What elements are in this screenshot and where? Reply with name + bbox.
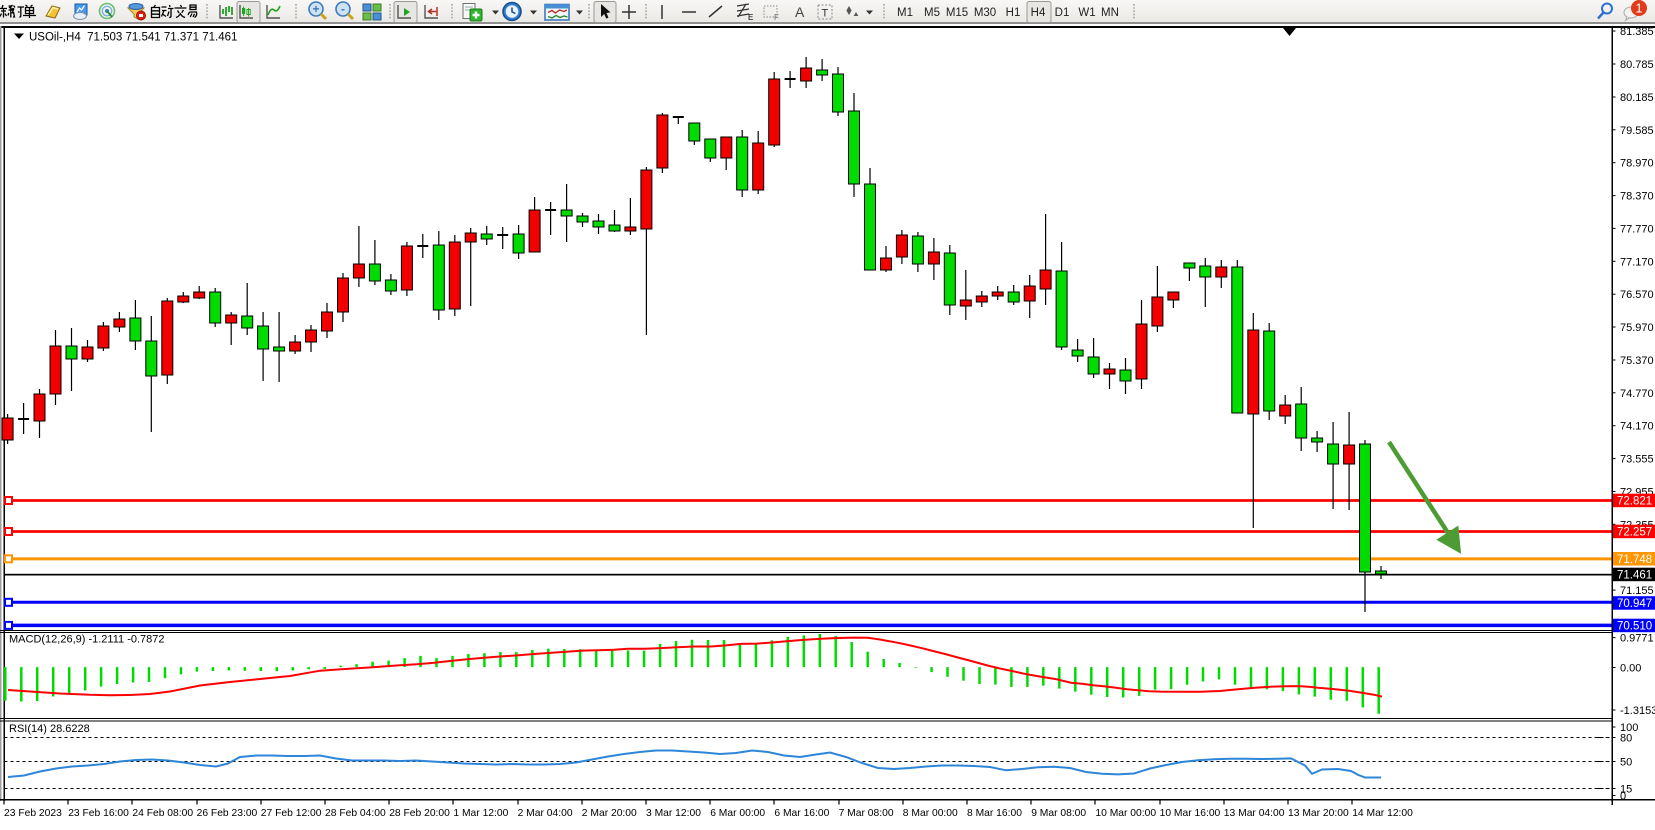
svg-text:H4: H4 <box>1031 7 1046 19</box>
svg-text:10 Mar 16:00: 10 Mar 16:00 <box>1160 808 1221 819</box>
svg-text:76.570: 76.570 <box>1620 289 1654 301</box>
svg-text:0: 0 <box>1620 791 1626 803</box>
svg-text:3 Mar 12:00: 3 Mar 12:00 <box>646 808 701 819</box>
svg-text:H1: H1 <box>1006 7 1021 19</box>
svg-text:73.555: 73.555 <box>1620 454 1654 466</box>
svg-text:71.155: 71.155 <box>1620 585 1654 597</box>
svg-text:80: 80 <box>1620 733 1632 745</box>
svg-text:0.00: 0.00 <box>1620 663 1641 675</box>
svg-text:T: T <box>822 8 829 20</box>
svg-text:23 Feb 16:00: 23 Feb 16:00 <box>68 808 129 819</box>
svg-text:100: 100 <box>1620 722 1638 734</box>
svg-text:71.461: 71.461 <box>1617 570 1652 582</box>
svg-text:USOil-,H4 71.503 71.541 71.37: USOil-,H4 71.503 71.541 71.371 71.461 <box>29 32 237 44</box>
svg-text:E: E <box>748 13 753 22</box>
svg-text:-1.3153: -1.3153 <box>1620 705 1655 717</box>
svg-text:70.510: 70.510 <box>1617 621 1652 633</box>
svg-text:74.170: 74.170 <box>1620 421 1654 433</box>
svg-text:80.185: 80.185 <box>1620 92 1654 104</box>
svg-text:F: F <box>774 13 779 22</box>
svg-text:79.585: 79.585 <box>1620 125 1654 137</box>
svg-text:1: 1 <box>1636 1 1643 15</box>
svg-text:2 Mar 04:00: 2 Mar 04:00 <box>518 808 573 819</box>
svg-text:W1: W1 <box>1078 7 1095 19</box>
svg-text:A: A <box>795 4 805 20</box>
svg-text:72.821: 72.821 <box>1617 496 1652 508</box>
svg-text:D1: D1 <box>1055 7 1070 19</box>
svg-text:80.785: 80.785 <box>1620 59 1654 71</box>
svg-text:-: - <box>341 2 345 16</box>
svg-text:0.9771: 0.9771 <box>1620 633 1654 645</box>
svg-text:RSI(14) 28.6228: RSI(14) 28.6228 <box>9 723 90 735</box>
svg-text:14 Mar 12:00: 14 Mar 12:00 <box>1352 808 1413 819</box>
svg-text:6 Mar 16:00: 6 Mar 16:00 <box>774 808 829 819</box>
svg-text:71.748: 71.748 <box>1617 554 1652 566</box>
svg-text:13 Mar 20:00: 13 Mar 20:00 <box>1288 808 1349 819</box>
svg-text:8 Mar 16:00: 8 Mar 16:00 <box>967 808 1022 819</box>
svg-text:70.947: 70.947 <box>1617 598 1652 610</box>
svg-text:27 Feb 12:00: 27 Feb 12:00 <box>261 808 322 819</box>
svg-text:77.770: 77.770 <box>1620 223 1654 235</box>
svg-text:7 Mar 08:00: 7 Mar 08:00 <box>839 808 894 819</box>
svg-text:2 Mar 20:00: 2 Mar 20:00 <box>582 808 637 819</box>
svg-text:10 Mar 00:00: 10 Mar 00:00 <box>1095 808 1156 819</box>
svg-text:M1: M1 <box>897 7 913 19</box>
svg-text:75.370: 75.370 <box>1620 355 1654 367</box>
svg-text:75.970: 75.970 <box>1620 322 1654 334</box>
svg-text:MACD(12,26,9) -1.2111 -0.7872: MACD(12,26,9) -1.2111 -0.7872 <box>9 634 165 646</box>
svg-text:72.257: 72.257 <box>1617 527 1652 539</box>
svg-text:13 Mar 04:00: 13 Mar 04:00 <box>1224 808 1285 819</box>
svg-text:MN: MN <box>1101 7 1119 19</box>
svg-text:+: + <box>312 2 319 16</box>
svg-text:78.370: 78.370 <box>1620 191 1654 203</box>
svg-text:77.170: 77.170 <box>1620 256 1654 268</box>
svg-text:23 Feb 2023: 23 Feb 2023 <box>4 808 62 819</box>
svg-text:74.770: 74.770 <box>1620 388 1654 400</box>
svg-text:6 Mar 00:00: 6 Mar 00:00 <box>710 808 765 819</box>
svg-text:28 Feb 04:00: 28 Feb 04:00 <box>325 808 386 819</box>
svg-text:50: 50 <box>1620 757 1632 769</box>
svg-text:M5: M5 <box>924 7 940 19</box>
svg-text:81.385: 81.385 <box>1620 26 1654 38</box>
svg-text:15: 15 <box>1620 784 1632 796</box>
svg-text:28 Feb 20:00: 28 Feb 20:00 <box>389 808 450 819</box>
svg-text:24 Feb 08:00: 24 Feb 08:00 <box>132 808 193 819</box>
svg-text:26 Feb 23:00: 26 Feb 23:00 <box>197 808 258 819</box>
svg-text:M30: M30 <box>974 7 996 19</box>
svg-text:M15: M15 <box>946 7 968 19</box>
svg-text:78.970: 78.970 <box>1620 158 1654 170</box>
svg-text:1 Mar 12:00: 1 Mar 12:00 <box>453 808 508 819</box>
svg-text:8 Mar 00:00: 8 Mar 00:00 <box>903 808 958 819</box>
svg-text:9 Mar 08:00: 9 Mar 08:00 <box>1031 808 1086 819</box>
